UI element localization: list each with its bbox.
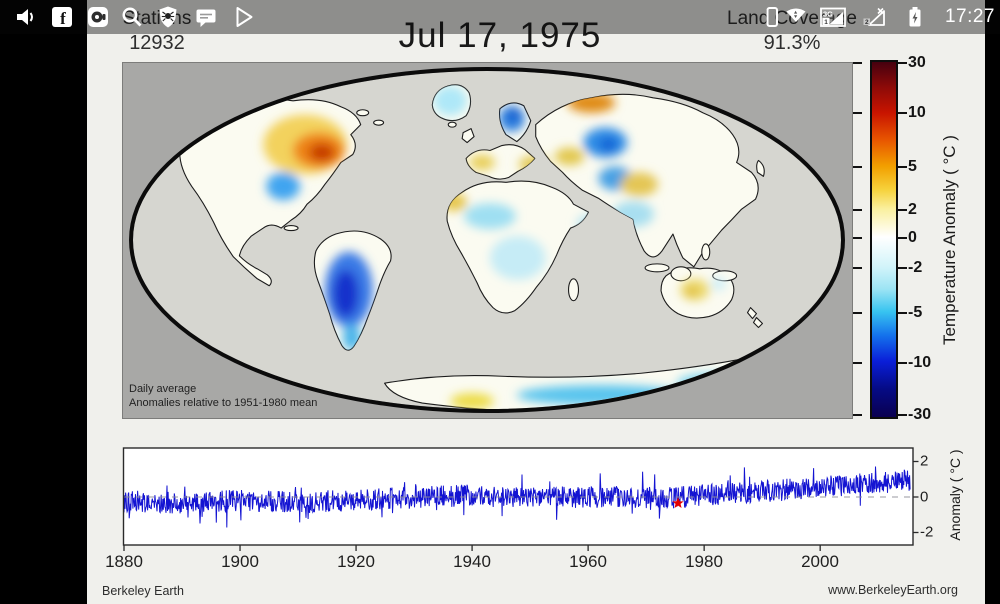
world-map-svg bbox=[124, 63, 851, 418]
madagascar bbox=[567, 278, 580, 302]
app-icon bbox=[88, 7, 108, 27]
colorbar-tick-m30: -30 bbox=[908, 406, 932, 423]
map-note-line2: Anomalies relative to 1951-1980 mean bbox=[129, 397, 318, 409]
sumatra bbox=[644, 263, 670, 273]
globe-rim bbox=[129, 66, 845, 414]
ytick-0: 0 bbox=[920, 488, 929, 506]
xtick-1880: 1880 bbox=[105, 552, 143, 571]
ytick-2: 2 bbox=[920, 452, 929, 470]
xtick-1920: 1920 bbox=[337, 552, 375, 571]
status-bar: f 3G 1 bbox=[0, 0, 1000, 34]
chat-icon bbox=[196, 9, 216, 27]
current-date-marker bbox=[672, 497, 684, 509]
xtick-1980: 1980 bbox=[685, 552, 723, 571]
british-isles bbox=[461, 128, 475, 144]
date-title: Jul 17, 1975 bbox=[398, 16, 602, 55]
y-axis-title: Anomaly ( °C ) bbox=[947, 449, 963, 541]
clock-text: 17:27 bbox=[944, 6, 995, 27]
philippines bbox=[701, 243, 711, 261]
stations-value: 12932 bbox=[129, 32, 185, 54]
colorbar-tick-m5: -5 bbox=[908, 304, 923, 321]
colorbar-tick-m10: -10 bbox=[908, 354, 932, 371]
svg-text:2: 2 bbox=[865, 19, 869, 26]
cuba bbox=[283, 225, 299, 232]
anomaly-series bbox=[123, 466, 911, 528]
signal-sim2-none-icon: 2 bbox=[863, 7, 885, 26]
svg-text:1: 1 bbox=[824, 19, 828, 26]
play-store-icon bbox=[236, 7, 253, 27]
xtick-1960: 1960 bbox=[569, 552, 607, 571]
colorbar bbox=[870, 60, 898, 419]
colorbar-tick-0: 0 bbox=[908, 229, 917, 246]
credit-url: www.BerkeleyEarth.org bbox=[828, 583, 958, 597]
map-note-line1: Daily average bbox=[129, 383, 197, 395]
facebook-icon: f bbox=[52, 7, 72, 28]
video-surface[interactable]: Jul 17, 1975 Stations 12932 Land Coverag… bbox=[87, 0, 985, 604]
borneo bbox=[670, 266, 692, 282]
colorbar-tick-m2: -2 bbox=[908, 259, 923, 276]
arctic-island-1 bbox=[356, 109, 370, 117]
search-icon bbox=[122, 7, 142, 27]
land-coverage-value: 91.3% bbox=[763, 32, 821, 54]
colorbar-tick-30: 30 bbox=[908, 54, 926, 71]
colorbar-axis-label: Temperature Anomaly ( °C ) bbox=[940, 135, 959, 345]
vibrate-phone-icon bbox=[766, 7, 778, 27]
colorbar-tick-10: 10 bbox=[908, 104, 926, 121]
battery-charging-icon bbox=[909, 7, 921, 27]
wifi-data-icon bbox=[786, 8, 806, 22]
colorbar-tick-5: 5 bbox=[908, 158, 917, 175]
xtick-1900: 1900 bbox=[221, 552, 259, 571]
xtick-1940: 1940 bbox=[453, 552, 491, 571]
world-anomaly-map: Daily average Anomalies relative to 1951… bbox=[122, 62, 853, 419]
svg-text:3G: 3G bbox=[823, 10, 833, 19]
xtick-2000: 2000 bbox=[801, 552, 839, 571]
ytick-m2: -2 bbox=[920, 523, 934, 541]
arctic-island-2 bbox=[373, 119, 385, 126]
svg-text:f: f bbox=[60, 9, 66, 28]
volume-icon bbox=[17, 9, 33, 25]
colorbar-tick-2: 2 bbox=[908, 201, 917, 218]
globe bbox=[132, 70, 842, 410]
signal-sim1-3g-icon: 3G 1 bbox=[820, 7, 846, 27]
iceland bbox=[447, 121, 457, 128]
credit-berkeley-earth: Berkeley Earth bbox=[102, 584, 184, 598]
series-annotation: Moving land-surface average bbox=[737, 523, 905, 538]
japan bbox=[756, 159, 765, 177]
new-zealand bbox=[746, 307, 763, 329]
map-notes: Daily average Anomalies relative to 1951… bbox=[129, 382, 317, 410]
security-shield-icon bbox=[159, 6, 177, 28]
